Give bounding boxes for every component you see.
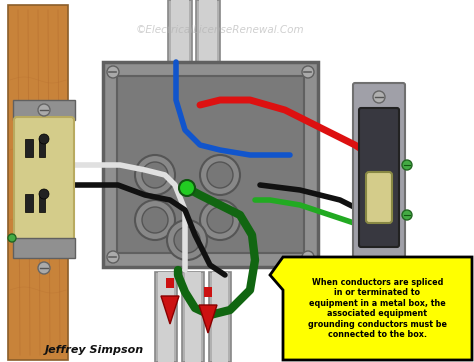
Circle shape <box>39 134 49 144</box>
Circle shape <box>373 257 385 269</box>
Bar <box>185 272 201 362</box>
Circle shape <box>302 66 314 78</box>
Bar <box>199 0 217 72</box>
Circle shape <box>142 207 168 233</box>
Bar <box>168 0 192 72</box>
Circle shape <box>402 160 412 170</box>
Bar <box>158 272 174 362</box>
Bar <box>212 272 228 362</box>
Circle shape <box>207 162 233 188</box>
Polygon shape <box>161 296 179 324</box>
Bar <box>103 62 318 267</box>
Circle shape <box>200 155 240 195</box>
Circle shape <box>38 104 50 116</box>
Polygon shape <box>199 305 217 333</box>
Circle shape <box>373 91 385 103</box>
Circle shape <box>38 262 50 274</box>
Bar <box>117 76 304 253</box>
Circle shape <box>200 200 240 240</box>
FancyBboxPatch shape <box>353 83 405 277</box>
FancyBboxPatch shape <box>359 108 399 247</box>
Polygon shape <box>270 257 472 360</box>
Circle shape <box>107 66 119 78</box>
Text: When conductors are spliced
in or terminated to
equipment in a metal box, the
as: When conductors are spliced in or termin… <box>308 278 447 339</box>
Bar <box>204 287 212 297</box>
Circle shape <box>135 155 175 195</box>
Bar <box>13 238 75 258</box>
Circle shape <box>207 207 233 233</box>
Circle shape <box>39 189 49 199</box>
Circle shape <box>135 200 175 240</box>
Circle shape <box>8 234 16 242</box>
Bar <box>209 272 231 362</box>
FancyBboxPatch shape <box>14 117 74 241</box>
Text: Jeffrey Simpson: Jeffrey Simpson <box>45 345 144 355</box>
Bar <box>171 0 189 72</box>
Bar <box>8 5 68 360</box>
Circle shape <box>302 251 314 263</box>
Circle shape <box>174 227 200 253</box>
Bar <box>25 194 33 212</box>
Bar <box>166 278 174 288</box>
Bar <box>39 139 45 157</box>
Circle shape <box>402 210 412 220</box>
Bar <box>196 0 220 72</box>
FancyBboxPatch shape <box>366 172 392 223</box>
Bar <box>155 272 177 362</box>
Bar <box>182 272 204 362</box>
Circle shape <box>179 180 195 196</box>
Bar <box>13 100 75 120</box>
Circle shape <box>107 251 119 263</box>
Bar <box>39 194 45 212</box>
Circle shape <box>142 162 168 188</box>
Bar <box>25 139 33 157</box>
Circle shape <box>167 220 207 260</box>
Text: ©ElectricalLicenseRenewal.Com: ©ElectricalLicenseRenewal.Com <box>136 25 304 35</box>
